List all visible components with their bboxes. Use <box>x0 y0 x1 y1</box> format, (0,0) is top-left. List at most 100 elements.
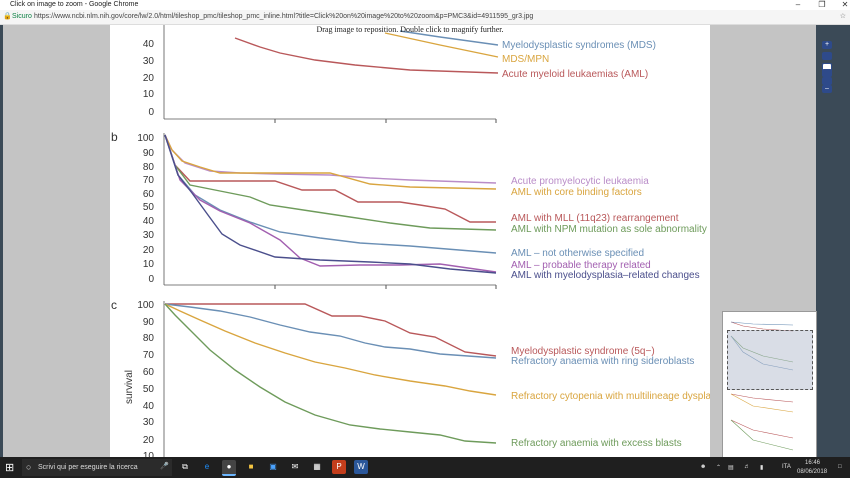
tick-label: 40 <box>143 39 155 50</box>
calculator-icon[interactable]: ▦ <box>313 462 321 471</box>
volume-icon[interactable]: ♬ <box>744 464 750 470</box>
word-icon[interactable]: W <box>354 460 368 474</box>
tick-label: 20 <box>143 435 155 446</box>
language-indicator[interactable]: ITA <box>782 464 791 470</box>
window-titlebar: Click on image to zoom - Google Chrome –… <box>0 0 850 10</box>
file-explorer-icon[interactable]: ■ <box>248 462 254 471</box>
taskbar-search[interactable]: ○ Scrivi qui per eseguire la ricerca 🎤 <box>22 459 172 476</box>
clock-date[interactable]: 08/06/2018 <box>797 469 828 475</box>
store-icon[interactable]: ▣ <box>269 462 277 471</box>
panel-b: b 100 90 80 70 60 50 40 30 20 10 0 <box>111 130 707 289</box>
people-icon[interactable]: ☻ <box>700 464 707 470</box>
tick-label: 100 <box>137 133 154 144</box>
tick-label: 60 <box>143 367 155 378</box>
y-axis-label: survival <box>124 370 135 404</box>
tick-label: 80 <box>143 333 155 344</box>
navigator-viewport[interactable] <box>727 330 813 390</box>
series-line <box>164 134 497 184</box>
task-view-icon[interactable]: ⧉ <box>182 462 188 471</box>
legend-label: Myelodysplastic syndromes (MDS) <box>502 40 656 51</box>
viewer-hint: Drag image to reposition. Double click t… <box>316 25 504 34</box>
series-line <box>164 134 497 231</box>
legend-label: MDS/MPN <box>502 54 549 65</box>
chrome-icon[interactable]: ● <box>222 460 236 476</box>
tick-label: 70 <box>143 175 155 186</box>
windows-start-icon[interactable]: ⊞ <box>5 462 15 474</box>
legend-label: AML – not otherwise specified <box>511 248 644 259</box>
zoom-out-button[interactable]: – <box>822 85 832 93</box>
tick-label: 40 <box>143 216 155 227</box>
figure-image[interactable]: 40 30 20 10 0 Myelodysplastic syndromes … <box>110 25 710 457</box>
notifications-icon[interactable]: □ <box>838 464 842 470</box>
reset-zoom-button[interactable] <box>822 52 832 60</box>
secure-label: Sicuro <box>12 13 32 20</box>
url-text[interactable]: https://www.ncbi.nlm.nih.gov/core/lw/2.0… <box>34 13 534 20</box>
tick-label: 50 <box>143 202 155 213</box>
legend-label: Refractory cytopenia with multilineage d… <box>511 391 710 402</box>
edge-icon[interactable]: e <box>204 462 210 471</box>
series-line <box>164 134 497 254</box>
navigator-thumbnail[interactable] <box>722 311 817 459</box>
legend-label: AML – probable therapy related <box>511 260 651 271</box>
battery-icon[interactable]: ▮ <box>760 465 764 471</box>
series-line <box>384 32 499 58</box>
panel-c: c survival 100 90 80 70 60 50 40 30 20 1… <box>111 298 710 457</box>
taskbar: ⊞ ○ Scrivi qui per eseguire la ricerca 🎤… <box>0 457 850 478</box>
navigator-thumb-image <box>730 321 794 451</box>
series-line <box>164 303 497 396</box>
tray-chevron-icon[interactable]: ⌃ <box>716 465 722 471</box>
tick-label: 40 <box>143 401 155 412</box>
series-line <box>164 303 497 444</box>
series-line <box>164 134 497 274</box>
legend-label: Refractory anaemia with excess blasts <box>511 438 682 449</box>
legend-label: Myelodysplastic syndrome (5q−) <box>511 346 655 357</box>
legend-label: AML with myelodysplasia–related changes <box>511 270 700 281</box>
tick-label: 50 <box>143 384 155 395</box>
panel-letter: c <box>111 298 117 312</box>
legend-label: Acute myeloid leukaemias (AML) <box>502 69 648 80</box>
powerpoint-icon[interactable]: P <box>332 460 346 474</box>
tick-label: 0 <box>148 274 154 285</box>
panel-a: 40 30 20 10 0 Myelodysplastic syndromes … <box>143 25 656 123</box>
legend-label: AML with core binding factors <box>511 187 642 198</box>
series-line <box>164 134 496 223</box>
tick-label: 10 <box>143 451 155 457</box>
tick-label: 0 <box>148 107 154 118</box>
series-line <box>164 303 497 359</box>
minimize-button[interactable]: – <box>795 0 801 9</box>
legend-label: Refractory anaemia with ring sideroblast… <box>511 356 694 367</box>
tick-label: 30 <box>143 417 155 428</box>
bookmark-star-icon[interactable]: ☆ <box>839 13 846 20</box>
series-line <box>399 30 499 46</box>
network-icon[interactable]: ▤ <box>728 465 734 471</box>
tick-label: 10 <box>143 259 155 270</box>
mail-icon[interactable]: ✉ <box>291 462 299 471</box>
series-line <box>165 303 497 357</box>
tick-label: 30 <box>143 56 155 67</box>
window-title: Click on image to zoom - Google Chrome <box>10 1 139 8</box>
tick-label: 10 <box>143 89 155 100</box>
search-placeholder: Scrivi qui per eseguire la ricerca <box>38 464 138 471</box>
clock-time[interactable]: 16:46 <box>805 460 821 466</box>
zoom-in-button[interactable]: + <box>822 41 832 49</box>
tick-label: 90 <box>143 317 155 328</box>
page-button[interactable] <box>822 77 832 85</box>
viewer-margin-left <box>3 25 110 457</box>
tick-label: 80 <box>143 162 155 173</box>
series-line <box>234 37 499 74</box>
panel-letter: b <box>111 130 118 144</box>
survival-figure: 40 30 20 10 0 Myelodysplastic syndromes … <box>111 25 710 457</box>
tick-label: 30 <box>143 230 155 241</box>
legend-label: AML with NPM mutation as sole abnormalit… <box>511 224 707 235</box>
address-bar[interactable]: 🔒 Sicuro https://www.ncbi.nlm.nih.gov/co… <box>0 10 850 25</box>
tick-label: 100 <box>137 300 154 311</box>
tick-label: 90 <box>143 148 155 159</box>
legend-label: AML with MLL (11q23) rearrangement <box>511 213 679 224</box>
legend-label: Acute promyelocytic leukaemia <box>511 176 649 187</box>
maximize-button[interactable]: ❐ <box>818 0 826 9</box>
close-button[interactable]: ✕ <box>841 0 849 9</box>
image-viewer[interactable]: 40 30 20 10 0 Myelodysplastic syndromes … <box>0 25 850 459</box>
microphone-icon[interactable]: 🎤 <box>160 463 169 470</box>
tick-label: 20 <box>143 73 155 84</box>
fullscreen-button[interactable] <box>822 69 832 77</box>
